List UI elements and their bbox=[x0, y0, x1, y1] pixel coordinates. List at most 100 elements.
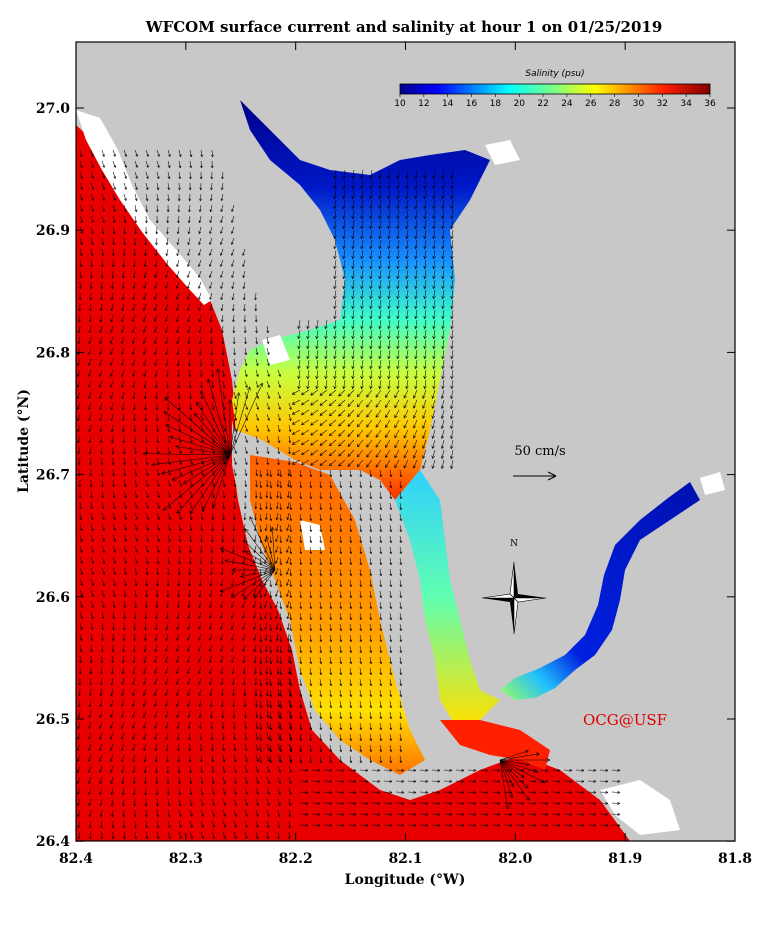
current-arrow bbox=[414, 209, 418, 220]
current-arrow bbox=[220, 215, 224, 223]
current-arrow bbox=[122, 446, 126, 455]
current-arrow bbox=[423, 219, 427, 230]
current-arrow bbox=[253, 622, 257, 630]
current-arrow bbox=[99, 402, 103, 410]
current-arrow bbox=[222, 512, 225, 521]
current-arrow bbox=[329, 524, 333, 533]
current-arrow bbox=[413, 449, 418, 459]
current-arrow bbox=[189, 501, 193, 509]
current-arrow bbox=[134, 820, 137, 829]
current-arrow bbox=[349, 546, 353, 555]
current-arrow bbox=[339, 656, 343, 665]
current-arrow bbox=[242, 259, 246, 267]
current-arrow bbox=[288, 809, 292, 818]
current-arrow bbox=[288, 787, 292, 795]
current-arrow bbox=[200, 413, 204, 421]
current-arrow bbox=[441, 299, 445, 310]
current-arrow bbox=[79, 501, 82, 510]
current-arrow bbox=[279, 656, 283, 665]
current-arrow bbox=[324, 319, 328, 330]
current-arrow bbox=[323, 790, 333, 794]
current-arrow bbox=[133, 424, 137, 433]
current-arrow bbox=[259, 656, 263, 665]
current-arrow bbox=[88, 787, 92, 795]
current-arrow bbox=[289, 568, 293, 577]
current-arrow bbox=[110, 314, 114, 322]
current-arrow bbox=[77, 402, 81, 410]
current-arrow bbox=[299, 812, 309, 816]
current-arrow bbox=[165, 325, 169, 333]
current-arrow bbox=[349, 557, 353, 566]
harbor-channel bbox=[395, 470, 500, 725]
current-arrow bbox=[399, 502, 403, 511]
current-arrow bbox=[178, 545, 182, 554]
current-arrow bbox=[156, 446, 160, 454]
current-arrow bbox=[132, 776, 136, 785]
current-arrow bbox=[299, 601, 303, 610]
current-arrow bbox=[299, 645, 303, 654]
current-arrow bbox=[351, 299, 355, 310]
current-arrow bbox=[200, 754, 203, 763]
current-arrow bbox=[422, 459, 427, 469]
current-arrow bbox=[167, 468, 171, 476]
current-arrow bbox=[269, 601, 273, 610]
current-arrow bbox=[90, 160, 94, 168]
current-arrow bbox=[167, 182, 171, 191]
current-arrow bbox=[414, 259, 418, 270]
current-arrow bbox=[77, 391, 81, 399]
current-arrow bbox=[154, 303, 158, 311]
current-arrow bbox=[407, 823, 417, 827]
current-arrow bbox=[369, 524, 373, 533]
current-arrow bbox=[269, 667, 273, 676]
current-arrow bbox=[189, 435, 193, 443]
current-arrow bbox=[389, 667, 393, 676]
current-arrow bbox=[389, 502, 393, 511]
current-arrow bbox=[222, 358, 225, 367]
x-tick-label: 82.1 bbox=[388, 851, 422, 867]
current-arrow bbox=[387, 299, 391, 310]
current-arrow bbox=[110, 721, 114, 729]
current-arrow bbox=[479, 790, 489, 794]
current-arrow bbox=[301, 409, 310, 416]
current-arrow bbox=[405, 309, 409, 320]
current-arrow bbox=[259, 480, 263, 489]
current-arrow bbox=[369, 689, 373, 698]
current-arrow bbox=[220, 600, 224, 608]
current-arrow bbox=[333, 309, 337, 320]
current-arrow bbox=[414, 339, 418, 350]
current-arrow bbox=[132, 655, 136, 664]
current-arrow bbox=[221, 721, 225, 730]
current-arrow bbox=[209, 215, 213, 223]
current-arrow bbox=[101, 479, 104, 488]
current-arrow bbox=[253, 545, 257, 553]
current-arrow bbox=[289, 667, 293, 676]
current-arrow bbox=[142, 451, 231, 456]
current-arrow bbox=[189, 534, 193, 543]
current-arrow bbox=[349, 656, 353, 665]
current-arrow bbox=[266, 688, 269, 697]
current-arrow bbox=[210, 721, 214, 730]
current-arrow bbox=[351, 309, 355, 320]
current-arrow bbox=[231, 292, 235, 300]
current-arrow bbox=[299, 744, 303, 753]
current-arrow bbox=[441, 239, 445, 250]
current-arrow bbox=[167, 193, 170, 202]
current-arrow bbox=[154, 633, 158, 642]
current-arrow bbox=[279, 568, 283, 577]
current-arrow bbox=[112, 545, 116, 553]
current-arrow bbox=[328, 419, 337, 427]
current-arrow bbox=[233, 765, 237, 773]
current-arrow bbox=[121, 314, 125, 322]
current-arrow bbox=[387, 369, 391, 380]
current-arrow bbox=[369, 309, 373, 320]
current-arrow bbox=[286, 578, 290, 586]
current-arrow bbox=[306, 359, 310, 370]
current-arrow bbox=[342, 249, 346, 260]
current-arrow bbox=[209, 644, 213, 652]
current-arrow bbox=[347, 823, 357, 827]
current-arrow bbox=[379, 480, 383, 489]
current-arrow bbox=[233, 743, 237, 752]
current-arrow bbox=[145, 831, 149, 840]
current-arrow bbox=[335, 790, 345, 794]
current-arrow bbox=[209, 589, 213, 597]
